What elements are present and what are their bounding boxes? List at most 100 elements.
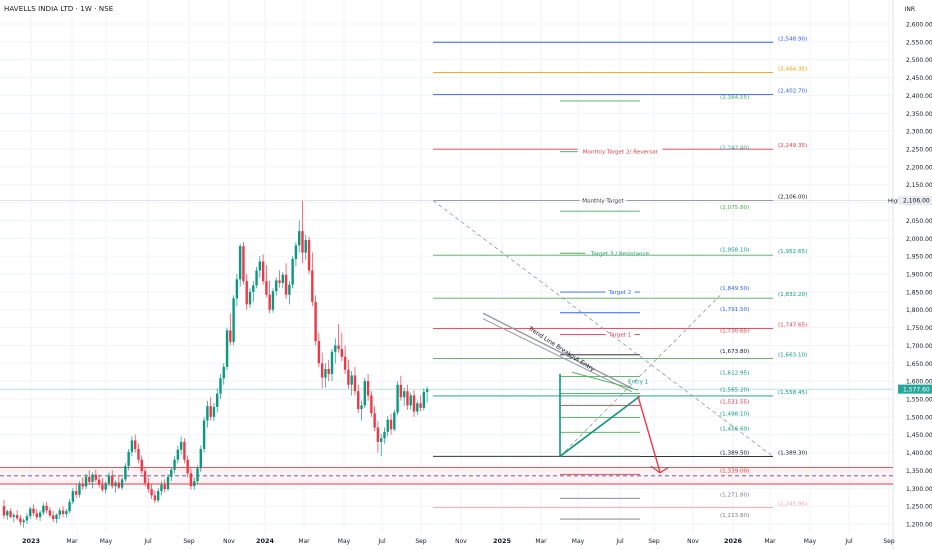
level-value-label: (1,849.50) bbox=[720, 286, 749, 292]
level-value-label: (2,106.00) bbox=[778, 194, 807, 200]
candle-body bbox=[229, 330, 232, 342]
support-zone-fill bbox=[0, 467, 893, 484]
candle-body bbox=[235, 279, 239, 299]
trendline-breakout-label: Trend Line Breakout Entry bbox=[526, 325, 596, 374]
high-value-badge bbox=[898, 195, 932, 205]
level-value-label: (1,791.50) bbox=[720, 307, 749, 313]
price-tick-label: 2,250.00 bbox=[906, 147, 932, 154]
candle-body bbox=[380, 438, 383, 442]
level-label: Monthly Target 2/ Reversal bbox=[583, 150, 658, 156]
down-projection-arrow bbox=[637, 395, 661, 473]
chart-grid bbox=[0, 0, 894, 550]
price-tick-label: 2,150.00 bbox=[906, 182, 932, 189]
high-label: High bbox=[888, 199, 901, 205]
down-projection-arrowhead bbox=[650, 465, 669, 474]
candle-body bbox=[186, 459, 189, 474]
price-axis[interactable]: 2,600.00 2,550.00 2,500.00 2,450.00 2,400.00… bbox=[0, 22, 932, 529]
candle-body bbox=[189, 473, 193, 487]
candle-body bbox=[170, 469, 173, 477]
level-label: Target 2 bbox=[608, 290, 632, 296]
price-tick-label: 2,400.00 bbox=[906, 93, 932, 100]
candle-body bbox=[196, 468, 199, 482]
candle-body bbox=[242, 246, 245, 282]
candle-body bbox=[347, 369, 350, 385]
candle-body bbox=[327, 369, 330, 374]
candle-body bbox=[396, 384, 399, 413]
time-tick-label: May bbox=[572, 538, 585, 545]
level-label-bg bbox=[579, 196, 627, 204]
candle-body bbox=[81, 484, 84, 487]
level-value-label: (1,730.65) bbox=[720, 328, 749, 334]
candle-body bbox=[370, 395, 373, 414]
level-label-bg bbox=[605, 288, 635, 296]
candle-body bbox=[317, 341, 321, 364]
price-tick-label: 1,550.00 bbox=[906, 397, 932, 404]
candle-body bbox=[360, 405, 363, 409]
candle-body bbox=[6, 511, 9, 516]
candle-body bbox=[216, 393, 219, 407]
candle-body bbox=[265, 281, 268, 295]
candle-body bbox=[212, 406, 216, 417]
price-tick-label: 1,450.00 bbox=[906, 432, 932, 439]
candle-body bbox=[19, 518, 22, 523]
candle-body bbox=[2, 506, 6, 516]
level-value-label: (1,832.20) bbox=[778, 292, 807, 298]
candle-body bbox=[209, 406, 212, 417]
currency-label[interactable]: INR bbox=[904, 6, 915, 13]
candle-body bbox=[314, 301, 317, 342]
last-price-value: 1,577.60 bbox=[903, 386, 930, 393]
ascending-trendline bbox=[559, 295, 721, 457]
entry-label: Entry 1 bbox=[628, 380, 649, 386]
candle-body bbox=[52, 515, 55, 519]
candle-body bbox=[419, 403, 422, 408]
candle-body bbox=[324, 369, 327, 378]
price-tick-label: 1,350.00 bbox=[906, 468, 932, 475]
candle-body bbox=[258, 261, 262, 271]
time-tick-label: Sep bbox=[415, 538, 427, 545]
level-value-label: (2,548.90) bbox=[778, 36, 807, 42]
time-tick-label: Mar bbox=[298, 538, 310, 545]
candle-body bbox=[137, 449, 140, 460]
price-tick-label: 1,600.00 bbox=[906, 379, 932, 386]
candle-body bbox=[238, 246, 242, 280]
level-value-label: (1,213.80) bbox=[720, 513, 749, 519]
candle-body bbox=[143, 471, 147, 483]
candle-body bbox=[284, 274, 288, 295]
candle-body bbox=[353, 375, 357, 392]
price-tick-label: 2,200.00 bbox=[906, 164, 932, 171]
high-value: 2,106.00 bbox=[903, 198, 930, 205]
time-tick-label: 2023 bbox=[22, 537, 40, 545]
price-tick-label: 2,600.00 bbox=[906, 22, 932, 29]
price-tick-label: 1,700.00 bbox=[906, 343, 932, 350]
last-price-badge[interactable] bbox=[898, 384, 932, 394]
price-tick-label: 1,400.00 bbox=[906, 450, 932, 457]
price-tick-label: 2,300.00 bbox=[906, 129, 932, 136]
candle-body bbox=[12, 515, 16, 517]
candle-body bbox=[120, 479, 124, 488]
candle-body bbox=[88, 476, 91, 482]
candle-body bbox=[193, 481, 196, 487]
time-tick-label: Mar bbox=[66, 538, 78, 545]
level-value-label: (1,958.10) bbox=[720, 247, 749, 253]
price-tick-label: 1,750.00 bbox=[906, 325, 932, 332]
candle-body bbox=[127, 451, 130, 467]
price-tick-label: 1,500.00 bbox=[906, 414, 932, 421]
level-value-label: (1,673.80) bbox=[720, 349, 749, 355]
candle-body bbox=[268, 294, 271, 310]
time-axis[interactable]: 2023 Mar May Jul Sep Nov 2024 Mar May Jul Sep Nov 20… bbox=[22, 537, 895, 545]
candle-body bbox=[320, 363, 324, 378]
level-value-label: (2,464.35) bbox=[778, 66, 807, 72]
time-tick-label: May bbox=[100, 538, 113, 545]
candle-body bbox=[261, 261, 265, 282]
candle-body bbox=[350, 375, 353, 385]
time-tick-label: 2026 bbox=[724, 537, 743, 545]
price-tick-label: 1,950.00 bbox=[906, 254, 932, 261]
candle-body bbox=[42, 505, 45, 513]
candle-body bbox=[78, 484, 81, 495]
time-tick-label: Jul bbox=[844, 538, 853, 545]
candle-body bbox=[107, 475, 111, 484]
level-label: Target 3 / Resistance bbox=[590, 251, 650, 257]
candle-body bbox=[334, 345, 337, 352]
candle-body bbox=[173, 459, 176, 470]
